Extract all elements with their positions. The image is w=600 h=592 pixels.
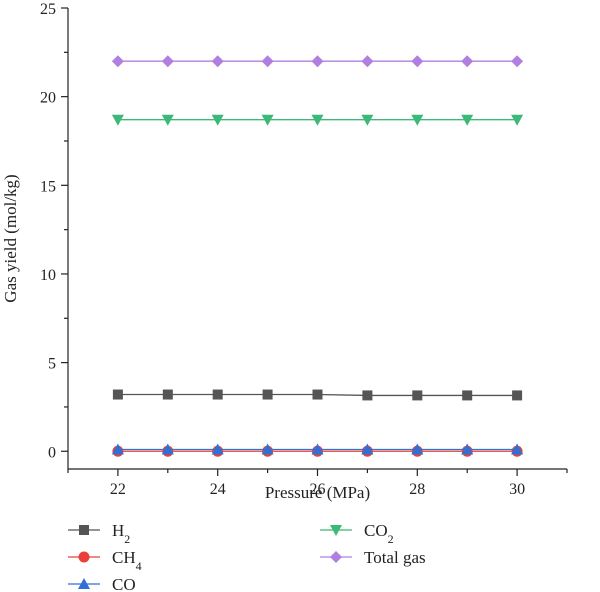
data-point [411, 114, 424, 126]
data-point [211, 55, 224, 68]
y-tick-label: 15 [40, 178, 56, 195]
y-tick-label: 10 [40, 267, 56, 284]
legend-marker [78, 578, 90, 589]
data-point [161, 443, 174, 455]
legend-marker [79, 525, 89, 535]
data-point [261, 55, 274, 68]
legend-label: Total gas [364, 548, 426, 567]
data-point [361, 114, 374, 126]
legend-label: CO [112, 575, 136, 592]
data-point [511, 114, 524, 126]
y-tick-label: 0 [48, 444, 56, 461]
y-tick-label: 20 [40, 90, 56, 107]
legend-item: H2 [68, 521, 130, 546]
data-point [511, 443, 524, 455]
x-tick-label: 24 [210, 481, 226, 498]
data-point [512, 390, 523, 401]
x-tick-label: 30 [509, 481, 525, 498]
data-point [311, 55, 324, 68]
data-point [111, 55, 124, 68]
data-point [261, 114, 274, 126]
data-point [261, 443, 274, 455]
legend-label: CO2 [364, 521, 394, 546]
legend-item: CO2 [320, 521, 394, 546]
data-point [361, 55, 374, 68]
y-axis-label: Gas yield (mol/kg) [1, 174, 20, 302]
x-tick-label: 28 [409, 481, 425, 498]
data-point [511, 55, 524, 68]
legend-item: CH4 [68, 548, 142, 573]
data-point [111, 114, 124, 126]
y-tick-label: 5 [48, 356, 56, 373]
legend-item: CO [68, 575, 136, 592]
legend-label: H2 [112, 521, 130, 546]
data-point [411, 55, 424, 68]
data-point [262, 389, 273, 400]
data-point [211, 114, 224, 126]
x-axis-label: Pressure (MPa) [265, 483, 370, 502]
data-point [462, 390, 473, 401]
data-point [312, 389, 323, 400]
data-point [461, 114, 474, 126]
data-point [211, 443, 224, 455]
data-point [362, 390, 373, 401]
data-point [461, 443, 474, 455]
data-point [111, 443, 124, 455]
data-point [112, 389, 123, 400]
x-tick-label: 22 [110, 481, 126, 498]
plot-area: 22 24 26 28 30 0 5 10 15 20 25 [40, 1, 568, 498]
legend-marker [330, 525, 342, 536]
legend-label: CH4 [112, 548, 142, 573]
legend-marker [78, 551, 90, 563]
data-point [411, 443, 424, 455]
data-point [361, 443, 374, 455]
y-tick-label: 25 [40, 1, 56, 18]
x-tick-label: 26 [310, 481, 326, 498]
legend-marker [330, 551, 342, 563]
data-point [311, 443, 324, 455]
data-point [162, 389, 173, 400]
data-point [212, 389, 223, 400]
data-point [412, 390, 423, 401]
legend-item: Total gas [320, 548, 426, 567]
data-point [161, 114, 174, 126]
data-point [311, 114, 324, 126]
data-point [161, 55, 174, 68]
data-point [461, 55, 474, 68]
